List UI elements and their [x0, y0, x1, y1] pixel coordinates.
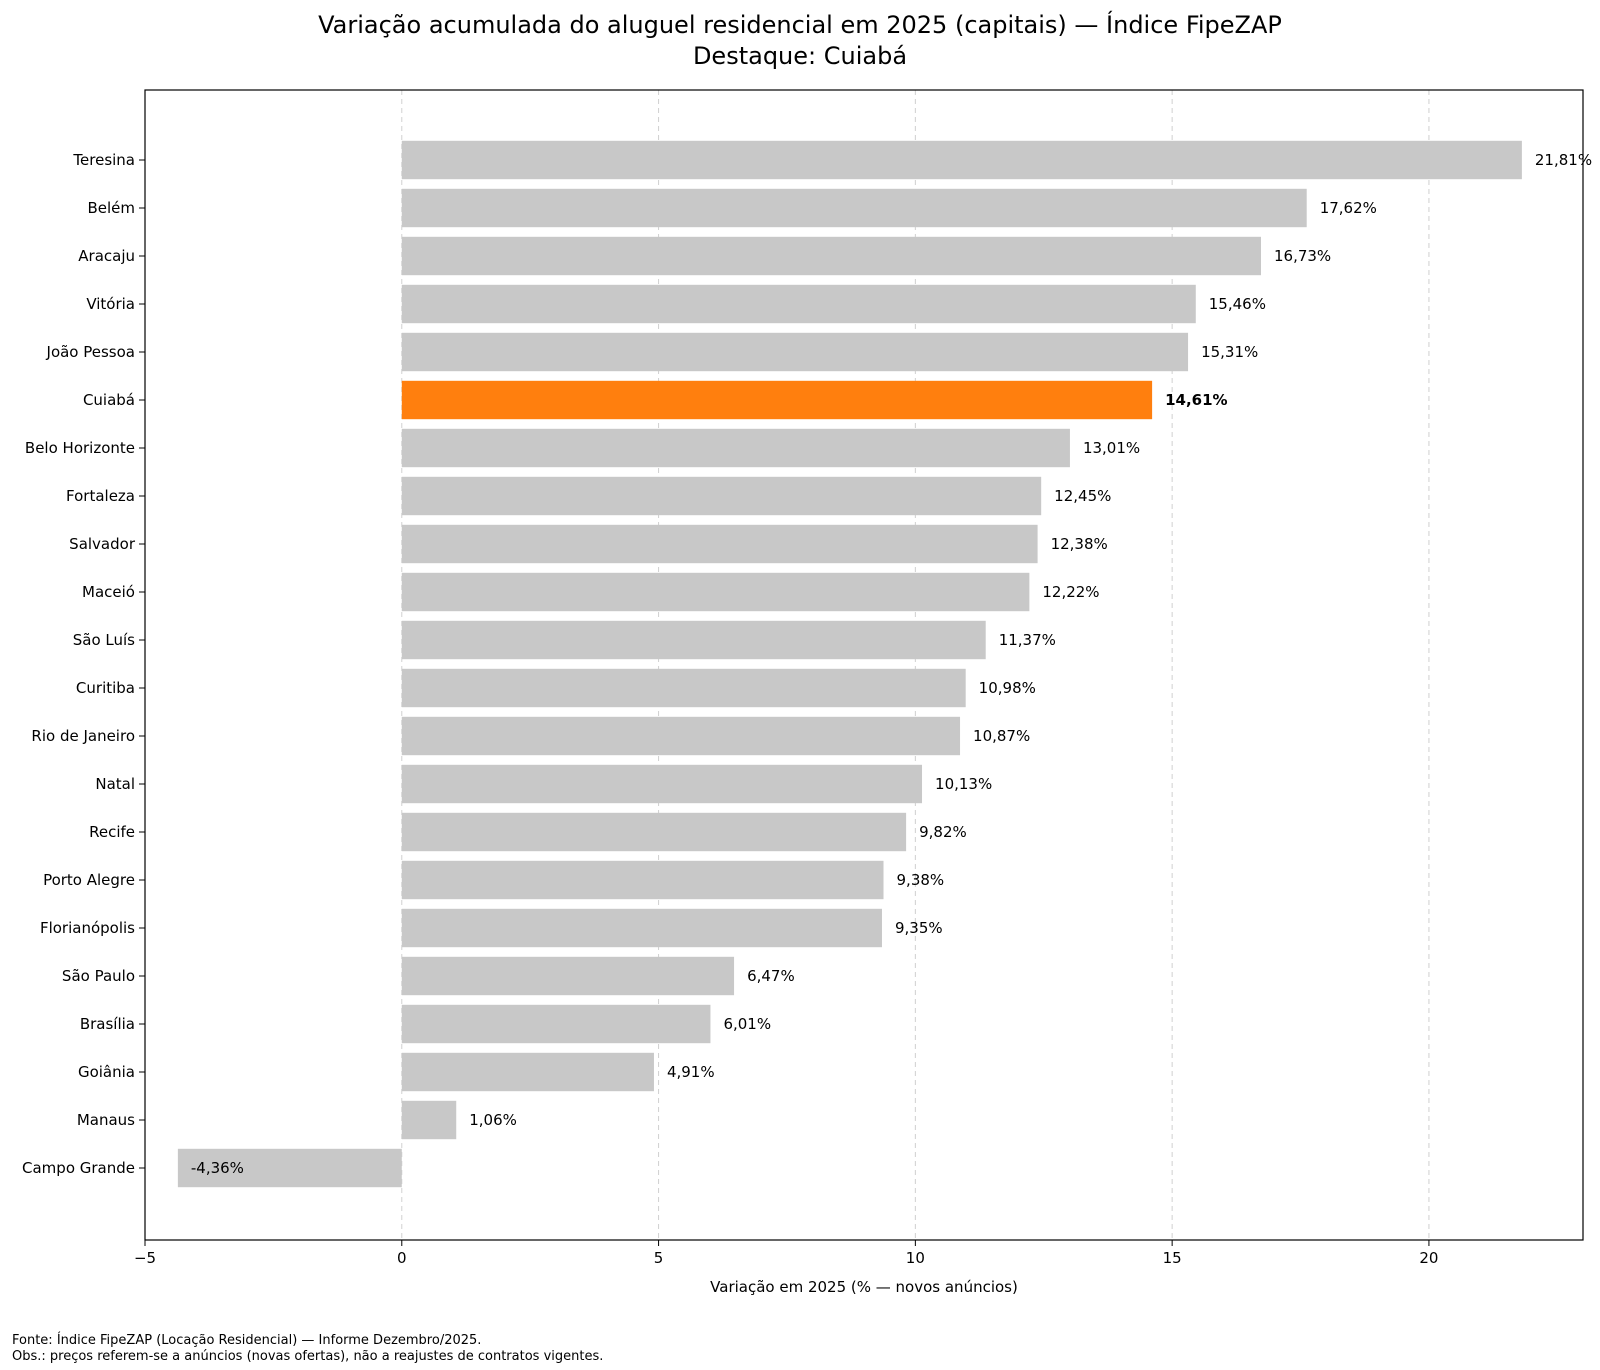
y-tick-label: João Pessoa	[46, 343, 135, 361]
data-label: 10,87%	[973, 727, 1030, 745]
y-tick-label: Brasília	[80, 1015, 135, 1033]
axis-layer: −5 0 5 10 15 20 Teresina 21,81% Belém 17,62% Araca…	[22, 151, 1592, 1267]
bar	[401, 1052, 654, 1092]
bar	[401, 620, 986, 660]
data-label: 13,01%	[1083, 439, 1140, 457]
footnote-note: Obs.: preços referem-se a anúncios (nova…	[12, 1349, 604, 1364]
data-label: 10,13%	[935, 775, 992, 793]
y-tick-label: Teresina	[72, 151, 135, 169]
y-tick-label: Goiânia	[78, 1063, 135, 1081]
bar	[401, 716, 961, 756]
data-label: 9,82%	[919, 823, 967, 841]
bar	[177, 1148, 402, 1188]
bar	[401, 332, 1189, 372]
y-tick-label: Campo Grande	[22, 1159, 135, 1177]
y-tick-label: Fortaleza	[66, 487, 135, 505]
y-tick-label: Natal	[95, 775, 135, 793]
data-label: 15,46%	[1209, 295, 1266, 313]
bar	[401, 140, 1522, 180]
bar	[401, 476, 1042, 516]
y-tick-label: Curitiba	[76, 679, 135, 697]
bar	[401, 284, 1196, 324]
data-label: 17,62%	[1320, 199, 1377, 217]
bar	[401, 188, 1307, 228]
bar	[401, 1100, 457, 1140]
data-label: 4,91%	[667, 1063, 715, 1081]
plot-frame	[144, 89, 1584, 1241]
data-label: -4,36%	[191, 1159, 244, 1177]
y-tick-label: Cuiabá	[83, 391, 135, 409]
chart-subtitle: Destaque: Cuiabá	[692, 42, 908, 70]
y-tick-label: Rio de Janeiro	[31, 727, 135, 745]
data-label: 10,98%	[979, 679, 1036, 697]
y-tick-label: São Luís	[73, 631, 135, 649]
bar	[401, 908, 882, 948]
y-tick-label: Manaus	[77, 1111, 135, 1129]
y-tick-label: Salvador	[69, 535, 136, 553]
x-tick-label: 10	[906, 1249, 925, 1267]
data-label: 11,37%	[999, 631, 1056, 649]
bar	[401, 572, 1030, 612]
bar	[401, 668, 966, 708]
y-tick-label: Maceió	[82, 583, 135, 601]
data-label: 9,38%	[897, 871, 945, 889]
bar-chart: −5 0 5 10 15 20 Teresina 21,81% Belém 17,62% Araca…	[22, 89, 1592, 1296]
data-label: 1,06%	[469, 1111, 517, 1129]
data-label: 16,73%	[1274, 247, 1331, 265]
data-label: 12,22%	[1042, 583, 1099, 601]
y-tick-label: Recife	[89, 823, 135, 841]
bar	[401, 812, 907, 852]
bar	[401, 428, 1070, 468]
y-tick-label: Belo Horizonte	[25, 439, 135, 457]
x-tick-label: 5	[654, 1249, 664, 1267]
x-tick-label: −5	[134, 1249, 156, 1267]
bar	[401, 1004, 711, 1044]
y-tick-label: Belém	[87, 199, 135, 217]
y-tick-label: São Paulo	[62, 967, 135, 985]
data-label: 21,81%	[1535, 151, 1592, 169]
x-tick-label: 20	[1419, 1249, 1438, 1267]
data-label: 9,35%	[895, 919, 943, 937]
bar	[401, 956, 735, 996]
bar-layer	[177, 140, 1522, 1188]
x-axis-label: Variação em 2025 (% — novos anúncios)	[710, 1278, 1018, 1296]
data-label: 15,31%	[1201, 343, 1258, 361]
data-label: 14,61%	[1165, 391, 1227, 409]
chart-title: Variação acumulada do aluguel residencia…	[318, 11, 1282, 39]
bar	[401, 524, 1038, 564]
footnote-source: Fonte: Índice FipeZAP (Locação Residenci…	[12, 1333, 482, 1348]
x-tick-label: 0	[397, 1249, 407, 1267]
bar	[401, 764, 923, 804]
y-tick-label: Vitória	[86, 295, 135, 313]
y-tick-label: Porto Alegre	[43, 871, 135, 889]
bar	[401, 236, 1261, 276]
data-label: 6,01%	[723, 1015, 771, 1033]
data-label: 12,45%	[1054, 487, 1111, 505]
bar	[401, 860, 884, 900]
y-tick-label: Florianópolis	[40, 919, 135, 937]
data-label: 6,47%	[747, 967, 795, 985]
data-label: 12,38%	[1051, 535, 1108, 553]
x-tick-label: 15	[1163, 1249, 1182, 1267]
y-tick-label: Aracaju	[78, 247, 135, 265]
bar-highlight	[401, 380, 1153, 420]
